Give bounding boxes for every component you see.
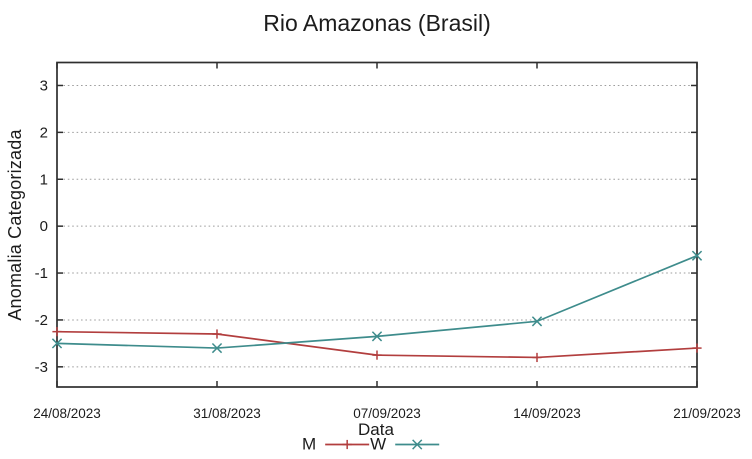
y-tick-label: 2	[40, 124, 48, 141]
series-M	[52, 327, 702, 363]
x-tick-label: 07/09/2023	[353, 406, 421, 421]
chart-title: Rio Amazonas (Brasil)	[263, 10, 491, 36]
x-tick-label: 24/08/2023	[33, 406, 101, 421]
cross-marker	[51, 338, 63, 349]
data-series	[51, 250, 703, 363]
x-tick-label: 21/09/2023	[673, 406, 741, 421]
cross-marker	[371, 331, 383, 342]
cross-marker	[211, 342, 223, 354]
cross-marker	[691, 250, 703, 261]
y-tick-label: 3	[40, 77, 48, 94]
cross-marker	[531, 316, 543, 327]
y-tick-label: -3	[35, 359, 48, 376]
axes: 3 2 1 0 -1 -2 -3 24/08/2023 31/08/2023 07/09/2023…	[33, 61, 741, 421]
series-W-line	[56, 254, 698, 349]
y-tick-label: 1	[40, 171, 48, 188]
series-W	[51, 250, 703, 354]
cross-marker	[412, 439, 423, 450]
x-tick-label: 14/09/2023	[513, 406, 581, 421]
legend-label-M: M	[302, 435, 316, 454]
plot-border	[56, 61, 698, 388]
legend-label-W: W	[370, 435, 386, 454]
y-tick-label: 0	[40, 218, 48, 235]
x-tick-label: 31/08/2023	[193, 406, 261, 421]
y-axis-label: Anomalia Categorizada	[5, 129, 25, 321]
gridlines	[59, 84, 695, 368]
y-tick-label: -1	[35, 265, 48, 282]
y-tick-label: -2	[35, 312, 48, 329]
x-axis-label: Data	[358, 420, 394, 439]
